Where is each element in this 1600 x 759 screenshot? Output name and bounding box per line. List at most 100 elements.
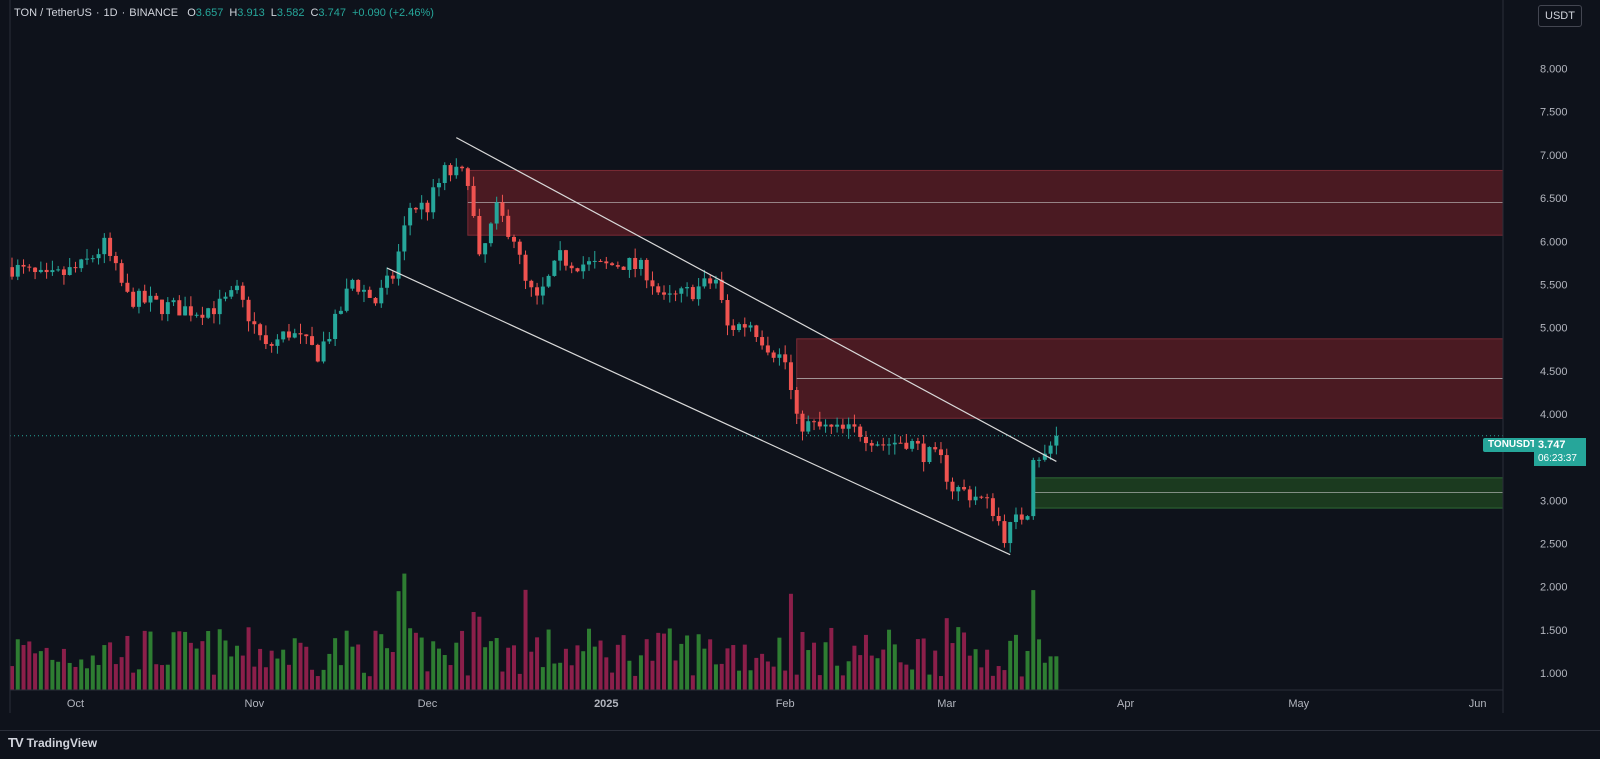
- time-tick-label: Feb: [776, 698, 795, 710]
- candle-body: [286, 331, 291, 338]
- volume-bar: [610, 672, 615, 690]
- candle-body: [742, 324, 747, 328]
- candle-body: [812, 421, 817, 423]
- volume-bar: [471, 612, 476, 690]
- candle-body: [425, 202, 430, 213]
- candle-body: [823, 424, 828, 427]
- candle-body: [1031, 460, 1036, 517]
- volume-bar: [667, 628, 672, 690]
- volume-bar: [27, 641, 32, 690]
- candle-body: [436, 183, 441, 188]
- low-label: L: [270, 7, 277, 19]
- volume-bar: [408, 628, 413, 690]
- candle-body: [223, 296, 228, 299]
- volume-bar: [858, 655, 863, 690]
- price-tick-label: 4.500: [1540, 366, 1568, 378]
- volume-bar: [933, 650, 938, 690]
- candle-body: [673, 293, 678, 295]
- candle-body: [806, 421, 811, 432]
- volume-bar: [160, 665, 165, 690]
- volume-bar: [713, 664, 718, 690]
- candle-body: [863, 436, 868, 444]
- axes-layer: 1.0001.5002.0002.5003.0003.5004.0004.500…: [9, 0, 1568, 713]
- candle-body: [881, 444, 886, 446]
- candle-body: [246, 299, 251, 322]
- candle-body: [1054, 435, 1059, 446]
- price-tick-label: 7.500: [1540, 107, 1568, 119]
- candle-body: [211, 308, 216, 315]
- candle-body: [1042, 453, 1047, 460]
- volume-bar: [292, 638, 297, 690]
- candle-body: [154, 295, 159, 300]
- candle-body: [690, 287, 695, 300]
- volume-bar: [379, 634, 384, 690]
- candle-body: [713, 279, 718, 284]
- volume-bar: [523, 589, 528, 690]
- volume-bar: [517, 673, 522, 690]
- candle-body: [944, 455, 949, 482]
- volume-bar: [361, 672, 366, 690]
- volume-bar: [338, 665, 343, 690]
- volume-bar: [269, 650, 274, 690]
- volume-bar: [350, 646, 355, 690]
- candle-body: [858, 426, 863, 437]
- volume-bar: [962, 632, 967, 690]
- volume-bar: [281, 649, 286, 690]
- candle-body: [667, 293, 672, 295]
- volume-bar: [535, 637, 540, 690]
- volume-bar: [108, 642, 113, 690]
- candle-body: [361, 289, 366, 292]
- volume-bar: [396, 591, 401, 690]
- candle-body: [587, 261, 591, 265]
- candle-body: [535, 287, 540, 296]
- volume-bar: [119, 657, 124, 690]
- volume-bar: [904, 664, 909, 690]
- candle-body: [448, 165, 453, 176]
- resistance-zone: [467, 169, 1504, 236]
- volume-bar: [846, 661, 851, 690]
- volume-bar: [413, 632, 418, 690]
- candle-body: [990, 498, 995, 516]
- volume-bar: [1054, 656, 1059, 690]
- candle-body: [310, 336, 315, 345]
- candle-body: [581, 264, 586, 272]
- volume-bar: [477, 616, 482, 690]
- open-label: O: [187, 7, 196, 19]
- price-tick-label: 2.000: [1540, 582, 1568, 594]
- volume-bar: [650, 660, 655, 690]
- volume-bar: [563, 648, 568, 690]
- candle-body: [685, 287, 690, 289]
- currency-unit-button[interactable]: USDT: [1538, 5, 1582, 27]
- volume-bar: [823, 642, 828, 690]
- time-tick-label: 2025: [594, 698, 618, 710]
- candle-body: [650, 280, 655, 287]
- candle-body: [269, 344, 274, 346]
- volume-bar: [558, 662, 563, 690]
- volume-bar: [286, 664, 291, 690]
- candle-body: [113, 255, 118, 264]
- volume-bar: [950, 643, 955, 690]
- channel-upper-line: [456, 137, 1057, 462]
- price-tick-label: 2.500: [1540, 538, 1568, 550]
- volume-bar: [385, 648, 390, 690]
- candle-body: [402, 225, 407, 252]
- volume-bar: [131, 672, 136, 690]
- symbol-name[interactable]: TON / TetherUS: [14, 7, 92, 19]
- candle-body: [240, 285, 245, 300]
- volume-bar: [690, 675, 695, 690]
- interval[interactable]: 1D: [103, 7, 118, 19]
- tradingview-brand[interactable]: TV TradingView: [8, 735, 97, 750]
- volume-bar: [67, 662, 72, 690]
- volume-bar: [1042, 662, 1047, 690]
- volume-bar: [852, 645, 857, 690]
- volume-bar: [944, 618, 949, 690]
- volume-bar: [748, 670, 753, 690]
- candle-body: [604, 261, 609, 264]
- volume-bar: [73, 666, 78, 690]
- candle-body: [1013, 514, 1018, 523]
- support-zone: [1032, 477, 1504, 509]
- candle-body: [708, 278, 713, 284]
- candle-body: [558, 250, 563, 261]
- volume-bar: [708, 639, 713, 690]
